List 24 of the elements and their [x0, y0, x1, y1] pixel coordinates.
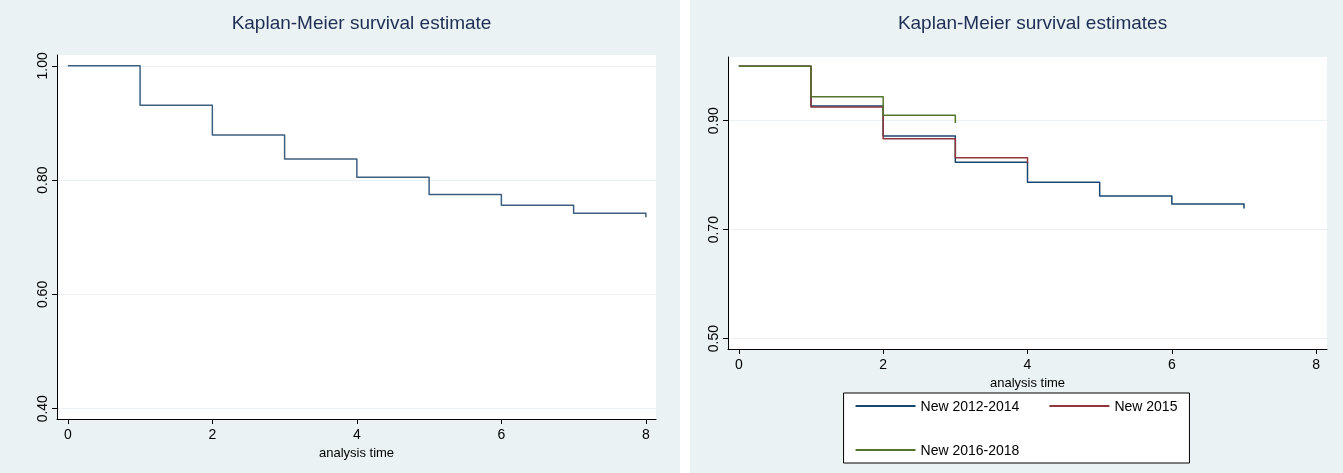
- x-tick-label: 2: [879, 356, 888, 372]
- y-tick-label: 0.50: [705, 324, 721, 353]
- x-tick-label: 0: [63, 426, 72, 442]
- x-tick-label: 4: [1023, 356, 1032, 372]
- x-axis-title: analysis time: [989, 374, 1066, 390]
- chart-title: Kaplan-Meier survival estimate: [231, 12, 492, 33]
- x-tick-label: 0: [734, 356, 743, 372]
- x-tick-label: 8: [641, 426, 650, 442]
- x-tick-label: 6: [497, 426, 506, 442]
- chart-title: Kaplan-Meier survival estimates: [897, 12, 1168, 33]
- legend-label: New 2016-2018: [920, 442, 1020, 458]
- x-tick-label: 6: [1167, 356, 1176, 372]
- legend-label: New 2012-2014: [920, 398, 1020, 414]
- x-tick-label: 8: [1312, 356, 1321, 372]
- y-tick-label: 0.40: [34, 394, 50, 423]
- y-tick-label: 0.60: [34, 280, 50, 309]
- y-tick-label: 0.90: [705, 106, 721, 135]
- x-tick-label: 2: [208, 426, 217, 442]
- y-tick-label: 0.70: [705, 215, 721, 244]
- x-axis-title: analysis time: [318, 444, 395, 460]
- x-tick-label: 4: [352, 426, 361, 442]
- y-tick-label: 0.80: [34, 166, 50, 194]
- y-tick-label: 1.00: [34, 52, 50, 80]
- legend-label: New 2015: [1114, 398, 1178, 414]
